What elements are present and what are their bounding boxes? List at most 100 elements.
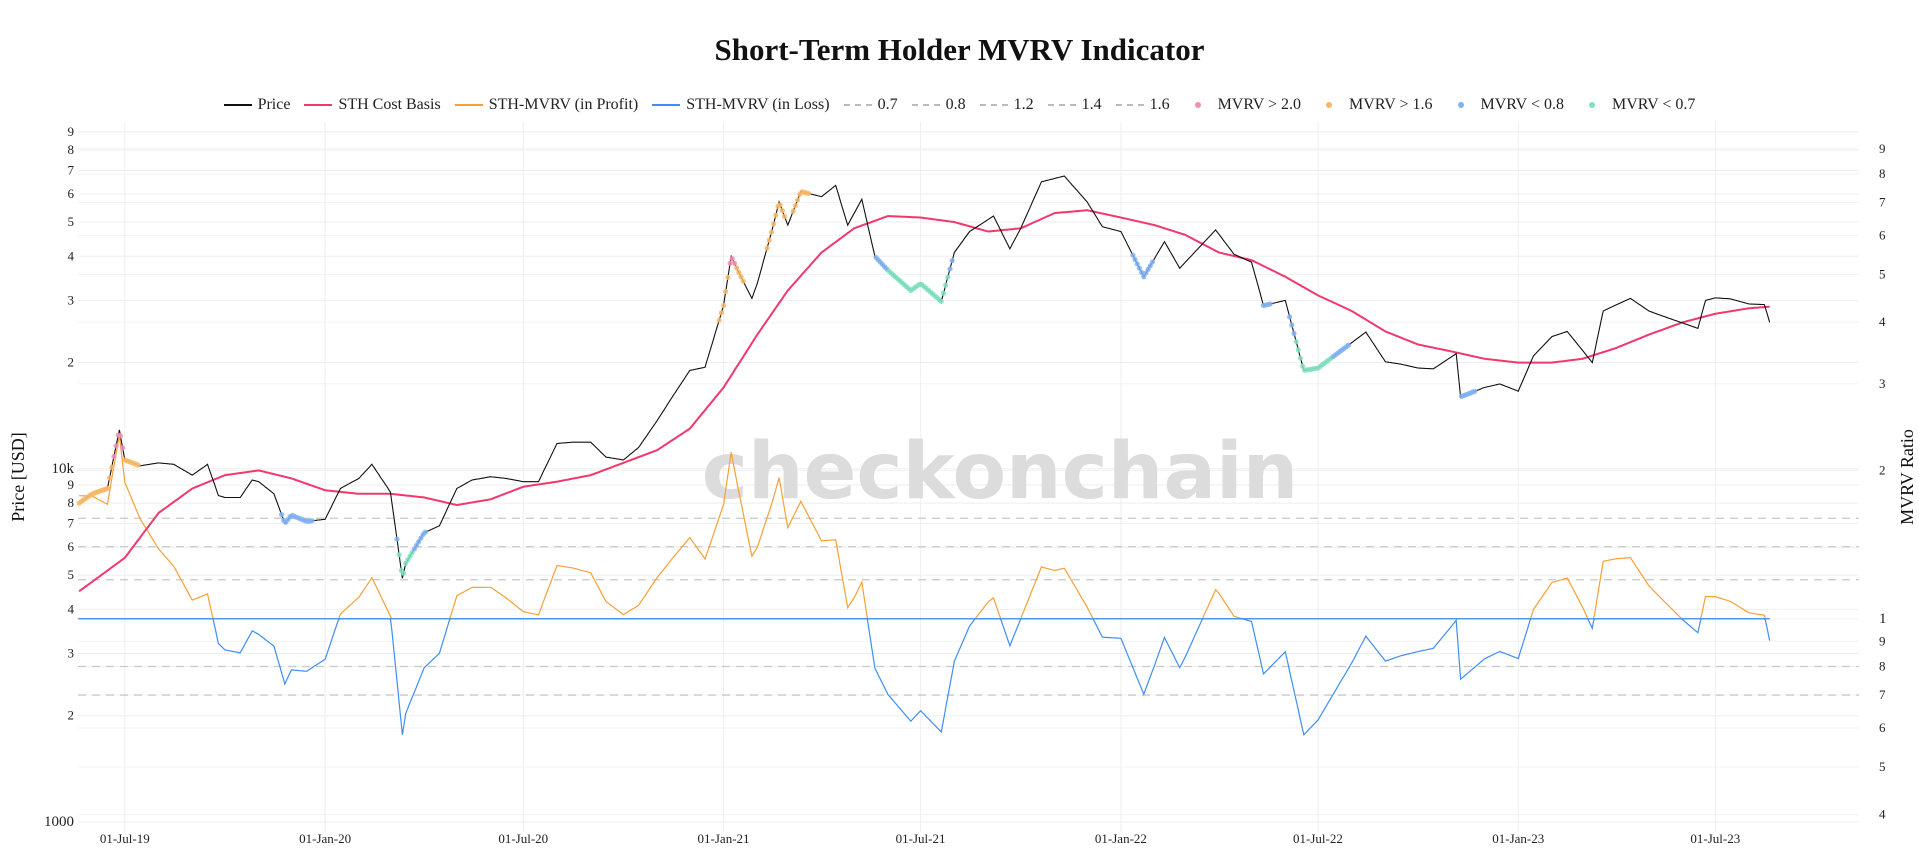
marker-mvrv-gt-1-6 [805, 190, 812, 197]
legend-line-swatch [223, 104, 252, 106]
marker-mvrv-gt-1-6 [740, 278, 746, 284]
marker-mvrv-lt-0-7 [940, 290, 947, 296]
legend-item[interactable]: STH Cost Basis [304, 96, 441, 114]
marker-mvrv-lt-0-8 [309, 518, 315, 524]
marker-mvrv-lt-0-7 [943, 282, 949, 288]
marker-mvrv-gt-2 [113, 443, 119, 449]
marker-mvrv-gt-1-6 [104, 485, 110, 492]
legend-item[interactable]: 1.6 [1115, 96, 1170, 114]
x-tick-label: 01-Jan-23 [1492, 831, 1544, 846]
y-left-tick-label: 9 [68, 477, 75, 492]
legend-item[interactable]: 0.8 [911, 96, 966, 114]
legend-label: STH-MVRV (in Profit) [488, 96, 639, 113]
legend-label: MVRV > 2.0 [1217, 96, 1302, 113]
marker-mvrv-lt-0-8 [1138, 269, 1145, 276]
y-left-tick-label: 5 [68, 567, 75, 582]
legend-item[interactable]: STH-MVRV (in Profit) [454, 96, 639, 114]
y-left-tick-label: 7 [68, 516, 75, 531]
legend-label: MVRV < 0.8 [1480, 96, 1564, 113]
legend-item[interactable]: 0.7 [843, 96, 898, 114]
marker-mvrv-lt-0-7 [396, 552, 402, 558]
y-right-tick-label: 6 [1879, 228, 1886, 243]
sth-cost-basis-line [78, 209, 1770, 593]
x-tick-label: 01-Jul-23 [1690, 831, 1740, 846]
y-right-tick-label: 9 [1879, 633, 1886, 648]
marker-mvrv-gt-1-6 [725, 274, 731, 281]
legend-label: 1.6 [1149, 96, 1170, 113]
marker-mvrv-lt-0-8 [1289, 322, 1295, 328]
marker-mvrv-lt-0-7 [1297, 355, 1304, 361]
marker-mvrv-gt-1-6 [135, 462, 141, 468]
marker-mvrv-lt-0-8 [1149, 259, 1156, 265]
marker-mvrv-lt-0-8 [1136, 265, 1143, 271]
legend-item[interactable]: MVRV < 0.8 [1447, 96, 1564, 114]
legend: Price STH Cost Basis STH-MVRV (in Profit) S… [0, 96, 1919, 114]
marker-mvrv-lt-0-7 [945, 274, 951, 280]
legend-item[interactable]: 1.4 [1047, 96, 1102, 114]
marker-mvrv-gt-1-6 [779, 208, 785, 214]
marker-mvrv-gt-1-6 [738, 274, 744, 280]
marker-mvrv-gt-1-6 [716, 317, 722, 323]
y-left-axis-label: Price [USD] [8, 432, 28, 521]
x-tick-label: 01-Jul-21 [896, 831, 946, 846]
marker-mvrv-gt-2 [731, 260, 738, 266]
y-left-tick-label: 4 [68, 601, 75, 616]
marker-mvrv-lt-0-7 [1300, 363, 1306, 369]
marker-mvrv-gt-1-6 [790, 208, 796, 214]
marker-mvrv-lt-0-8 [278, 512, 285, 518]
marker-mvrv-lt-0-8 [947, 266, 953, 272]
x-tick-label: 01-Jul-22 [1293, 831, 1343, 846]
marker-mvrv-lt-0-8 [422, 529, 428, 535]
legend-line-swatch [454, 104, 483, 106]
x-tick-label: 01-Jan-22 [1095, 831, 1147, 846]
legend-label: MVRV > 1.6 [1349, 96, 1433, 113]
marker-mvrv-lt-0-8 [1345, 342, 1352, 348]
marker-mvrv-lt-0-8 [1291, 330, 1297, 336]
y-right-tick-label: 7 [1879, 687, 1886, 702]
x-tick-label: 01-Jul-19 [100, 831, 150, 846]
legend-item[interactable]: MVRV < 0.7 [1578, 96, 1695, 114]
y-right-tick-label: 4 [1879, 807, 1886, 822]
legend-label: STH Cost Basis [338, 96, 441, 113]
marker-mvrv-gt-2 [727, 260, 733, 266]
legend-item[interactable]: 1.2 [979, 96, 1034, 114]
y-left-tick-label: 8 [68, 495, 75, 510]
marker-mvrv-gt-1-6 [734, 265, 740, 271]
legend-dash-swatch [843, 104, 872, 106]
legend-dash-swatch [911, 104, 940, 106]
marker-mvrv-lt-0-8 [1132, 256, 1138, 263]
marker-mvrv-lt-0-7 [1295, 347, 1301, 353]
legend-line-swatch [652, 104, 681, 106]
legend-item[interactable]: Price [223, 96, 291, 114]
y-left-tick-label: 6 [68, 186, 75, 201]
marker-mvrv-gt-1-6 [723, 288, 729, 295]
marker-mvrv-gt-2 [111, 453, 117, 460]
y-left-tick-label: 6 [68, 539, 75, 554]
y-right-tick-label: 8 [1879, 658, 1886, 673]
y-left-tick-label: 2 [68, 708, 75, 723]
y-right-tick-label: 2 [1879, 462, 1886, 477]
y-right-tick-label: 1 [1879, 611, 1887, 627]
marker-mvrv-gt-1-6 [106, 475, 113, 481]
legend-item[interactable]: MVRV > 1.6 [1315, 96, 1433, 114]
marker-mvrv-gt-2 [120, 445, 126, 451]
legend-label: 0.7 [877, 96, 898, 113]
marker-mvrv-gt-1-6 [781, 213, 788, 220]
legend-dash-swatch [979, 104, 1008, 106]
x-tick-label: 01-Jan-20 [299, 831, 351, 846]
y-left-tick-label: 7 [68, 162, 75, 177]
marker-mvrv-gt-1-6 [764, 245, 770, 251]
legend-item[interactable]: STH-MVRV (in Loss) [652, 96, 830, 114]
y-left-tick-label: 2 [68, 355, 75, 370]
marker-mvrv-lt-0-8 [1472, 388, 1478, 394]
y-right-tick-label: 7 [1879, 195, 1886, 210]
marker-mvrv-gt-1-6 [794, 197, 801, 203]
chart-title: Short-Term Holder MVRV Indicator [714, 32, 1205, 67]
marker-mvrv-lt-0-8 [1130, 252, 1136, 258]
y-left-tick-label: 3 [68, 646, 75, 661]
legend-item[interactable]: MVRV > 2.0 [1184, 96, 1301, 114]
legend-label: Price [257, 96, 291, 113]
y-left-tick-label: 3 [68, 292, 75, 307]
marker-mvrv-gt-2 [729, 255, 735, 262]
